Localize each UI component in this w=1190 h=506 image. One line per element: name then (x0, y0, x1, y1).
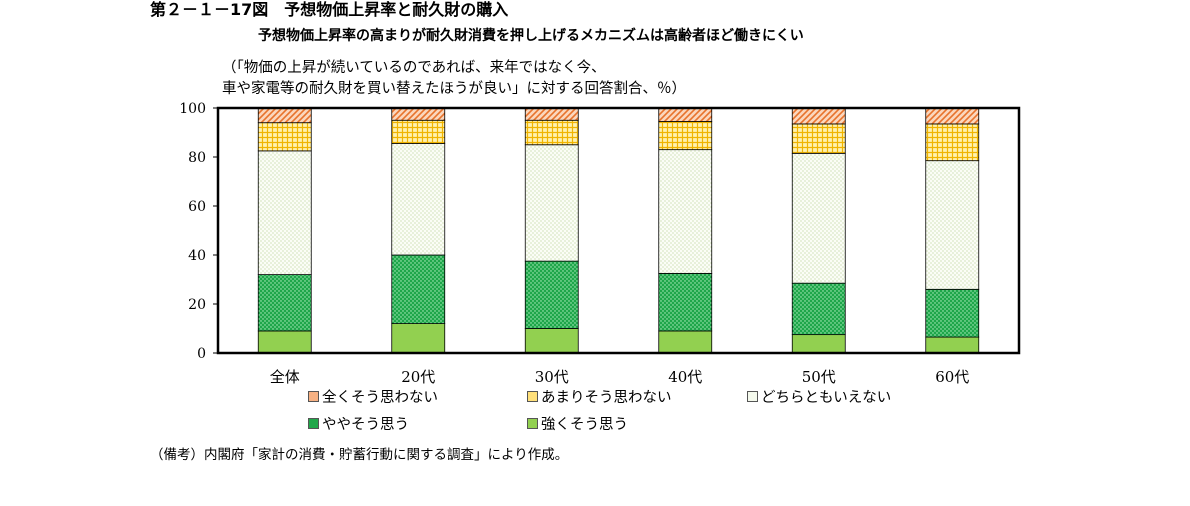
legend-item-somewhat-disagree: あまりそう思わない (527, 386, 672, 407)
figure-subtitle: 予想物価上昇率の高まりが耐久財消費を押し上げるメカニズムは高齢者ほど働きにくい (258, 28, 804, 44)
legend-item-neutral: どちらともいえない (747, 386, 891, 407)
bar-segment-strongly_agree-3 (658, 330, 713, 354)
bar-segment-strongly_disagree-0 (257, 107, 312, 124)
legend-item-strongly-agree: 強くそう思う (527, 413, 628, 434)
bar-segment-neutral-1 (391, 143, 446, 256)
legend-item-somewhat-agree: ややそう思う (308, 413, 409, 434)
bar-segment-somewhat_agree-4 (791, 282, 846, 336)
unit-line-2: 車や家電等の耐久財を買い替えたほうが良い」に対する回答割合、％） (222, 81, 686, 97)
x-tick-label-0: 全体 (270, 368, 300, 386)
bar-segment-strongly_agree-5 (925, 336, 980, 354)
figure-title: 第２－１－17図 予想物価上昇率と耐久財の購入 (150, 0, 509, 19)
bar-segment-strongly_disagree-5 (925, 107, 980, 125)
bar-segment-somewhat_agree-2 (524, 260, 579, 329)
bar-segment-strongly_agree-2 (524, 328, 579, 354)
bar-segment-somewhat_agree-5 (925, 288, 980, 338)
bar-segment-strongly_agree-1 (391, 323, 446, 354)
bar-segment-somewhat_agree-1 (391, 254, 446, 324)
y-tick-label-0: 0 (197, 346, 206, 362)
chart-unit-description: （「物価の上昇が続いているのであれば、来年ではなく今、 車や家電等の耐久財を買い… (222, 58, 686, 100)
y-tick-label-40: 40 (188, 248, 206, 264)
bar-segment-somewhat_disagree-3 (658, 121, 713, 151)
bar-segment-neutral-3 (658, 149, 713, 274)
x-tick-label-1: 20代 (401, 368, 435, 386)
x-tick-label-5: 60代 (935, 368, 969, 386)
bar-segment-neutral-2 (524, 144, 579, 262)
y-tick-label-20: 20 (188, 297, 206, 313)
unit-line-1: （「物価の上昇が続いているのであれば、来年ではなく今、 (222, 60, 606, 76)
y-tick-label-80: 80 (188, 150, 206, 166)
x-tick-label-4: 50代 (802, 368, 836, 386)
bar-segment-strongly_disagree-4 (791, 107, 846, 125)
bar-segment-strongly_agree-4 (791, 334, 846, 354)
bar-segment-somewhat_disagree-1 (391, 119, 446, 144)
bar-segment-neutral-5 (925, 160, 980, 290)
x-tick-label-2: 30代 (535, 368, 569, 386)
legend-label-strongly-agree: 強くそう思う (541, 417, 628, 433)
legend-item-strongly-disagree: 全くそう思わない (308, 386, 438, 407)
legend-label-somewhat-agree: ややそう思う (322, 417, 409, 433)
bar-segment-strongly_agree-0 (257, 330, 312, 354)
legend-label-somewhat-disagree: あまりそう思わない (541, 390, 672, 406)
legend-swatch-somewhat-agree (308, 418, 319, 429)
bar-segment-somewhat_disagree-5 (925, 123, 980, 162)
legend-label-strongly-disagree: 全くそう思わない (322, 390, 438, 406)
legend-label-neutral: どちらともいえない (761, 390, 892, 406)
legend-swatch-strongly-agree (527, 418, 538, 429)
y-tick-label-100: 100 (179, 101, 206, 117)
plot-frame (216, 106, 1021, 355)
bar-segment-strongly_disagree-2 (524, 107, 579, 121)
y-tick-label-60: 60 (188, 199, 206, 215)
legend-swatch-somewhat-disagree (527, 391, 538, 402)
bar-segment-somewhat_agree-3 (658, 272, 713, 332)
bar-segment-somewhat_disagree-2 (524, 119, 579, 146)
x-tick-label-3: 40代 (668, 368, 702, 386)
legend-swatch-strongly-disagree (308, 391, 319, 402)
plot-area: 0 20 40 60 80 100 全体 20代 30代 40代 50代 60代 (179, 101, 1021, 386)
bar-segment-neutral-0 (257, 150, 312, 275)
bar-segment-strongly_disagree-3 (658, 107, 713, 122)
bar-segment-neutral-4 (791, 152, 846, 284)
bar-segment-somewhat_disagree-0 (257, 122, 312, 152)
source-note: （備考）内閣府「家計の消費・貯蓄行動に関する調査」により作成。 (150, 447, 569, 463)
bar-segment-somewhat_disagree-4 (791, 123, 846, 154)
bar-segment-strongly_disagree-1 (391, 107, 446, 121)
legend-swatch-neutral (747, 391, 758, 402)
bar-segment-somewhat_agree-0 (257, 274, 312, 332)
